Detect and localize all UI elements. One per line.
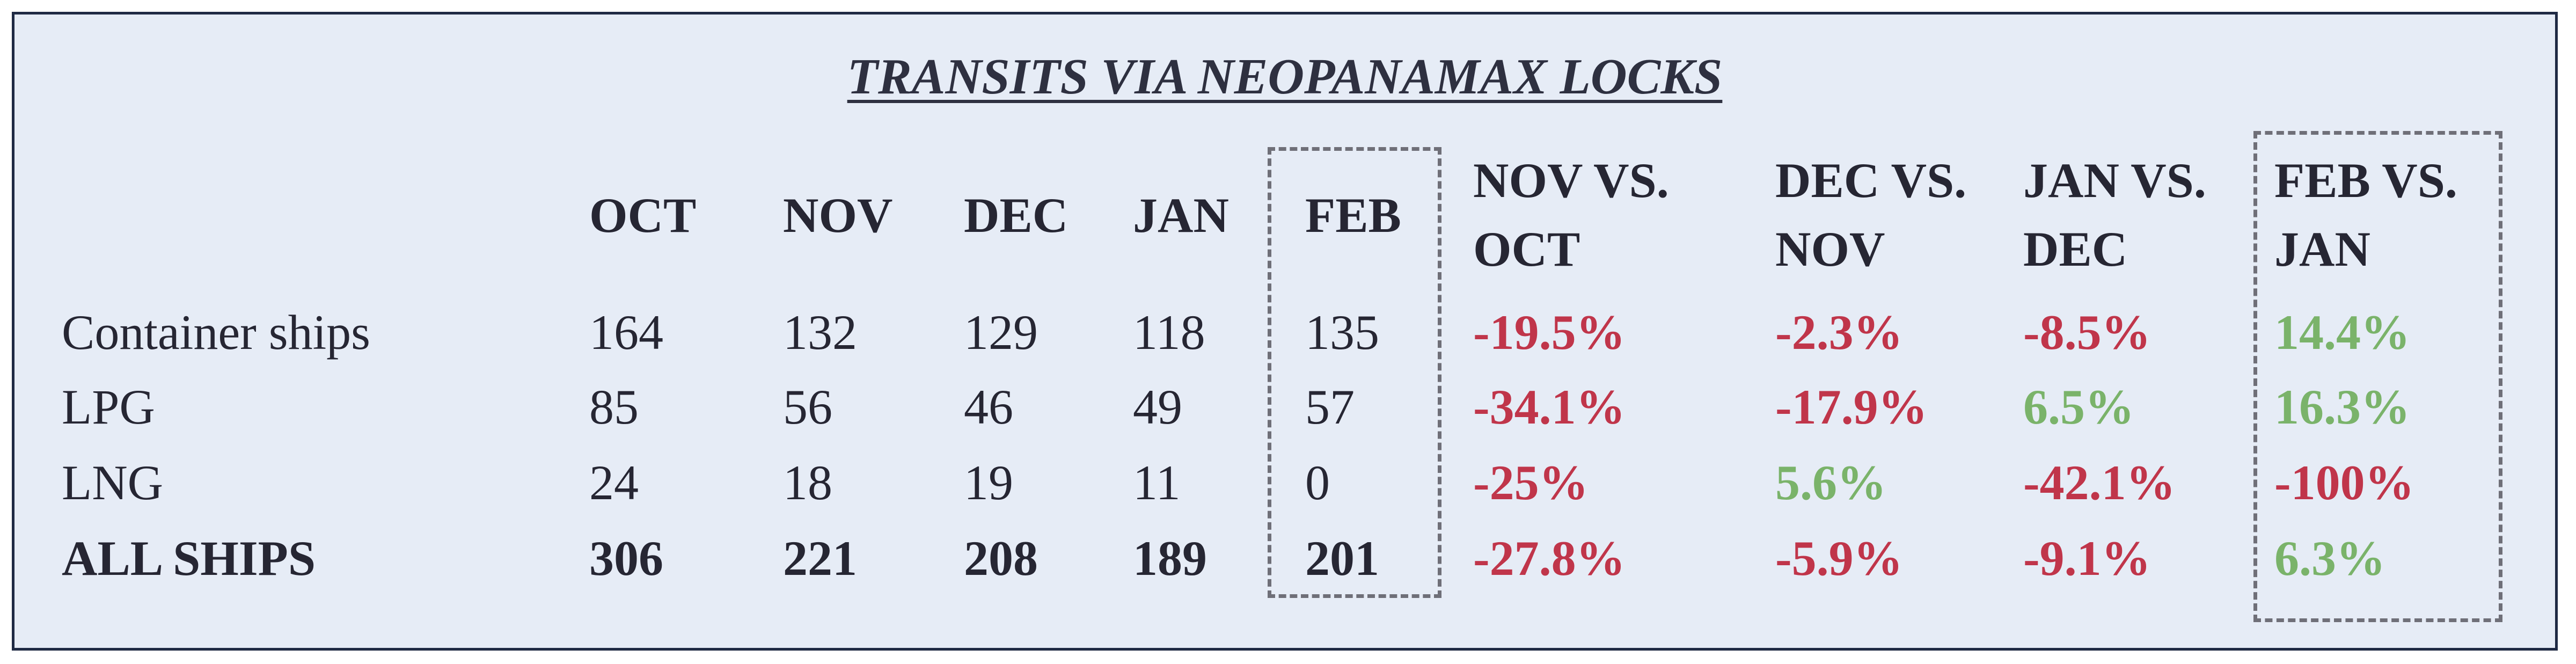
- change-cell: 5.6%: [1775, 455, 1886, 510]
- change-cell: 14.4%: [2274, 305, 2410, 360]
- column-header: DEC VS. NOV: [1775, 153, 1967, 276]
- change-cell: -25%: [1473, 455, 1589, 510]
- change-cell: -8.5%: [2023, 305, 2151, 360]
- change-cell: -27.8%: [1473, 531, 1626, 586]
- value-cell: 11: [1133, 455, 1181, 510]
- value-cell: 19: [964, 455, 1013, 510]
- panel: TRANSITS VIA NEOPANAMAX LOCKS OCT NOV DEC J…: [12, 12, 2558, 651]
- value-cell: 85: [589, 380, 639, 434]
- change-cell: -34.1%: [1473, 380, 1626, 434]
- value-cell: 57: [1305, 380, 1355, 434]
- value-cell: 118: [1133, 305, 1205, 360]
- value-cell: 49: [1133, 380, 1182, 434]
- value-cell: 0: [1305, 455, 1330, 510]
- column-header: FEB VS. JAN: [2274, 153, 2457, 276]
- value-cell: 306: [589, 531, 663, 586]
- value-cell: 24: [589, 455, 639, 510]
- value-cell: 135: [1305, 305, 1379, 360]
- value-cell: 201: [1305, 531, 1379, 586]
- change-cell: -19.5%: [1473, 305, 1626, 360]
- change-cell: -2.3%: [1775, 305, 1903, 360]
- column-header: NOV: [783, 188, 893, 243]
- value-cell: 132: [783, 305, 857, 360]
- change-cell: -5.9%: [1775, 531, 1903, 586]
- change-cell: -100%: [2274, 455, 2414, 510]
- change-cell: 6.5%: [2023, 380, 2134, 434]
- change-cell: 6.3%: [2274, 531, 2385, 586]
- row-label: LPG: [62, 380, 155, 434]
- column-header: JAN VS. DEC: [2023, 153, 2206, 276]
- value-cell: 56: [783, 380, 832, 434]
- change-cell: -9.1%: [2023, 531, 2151, 586]
- highlight-box: [2253, 131, 2502, 622]
- value-cell: 129: [964, 305, 1038, 360]
- column-header: FEB: [1305, 188, 1401, 243]
- row-label: Container ships: [62, 305, 370, 360]
- column-header: OCT: [589, 188, 697, 243]
- row-label: ALL SHIPS: [62, 531, 316, 586]
- title: TRANSITS VIA NEOPANAMAX LOCKS: [847, 49, 1723, 105]
- value-cell: 189: [1133, 531, 1207, 586]
- column-header: JAN: [1133, 188, 1229, 243]
- value-cell: 46: [964, 380, 1013, 434]
- change-cell: -42.1%: [2023, 455, 2176, 510]
- row-label: LNG: [62, 455, 164, 510]
- column-header: DEC: [964, 188, 1069, 243]
- change-cell: 16.3%: [2274, 380, 2410, 434]
- value-cell: 221: [783, 531, 857, 586]
- highlight-box: [1268, 147, 1441, 598]
- value-cell: 18: [783, 455, 832, 510]
- column-header: NOV VS. OCT: [1473, 153, 1669, 276]
- change-cell: -17.9%: [1775, 380, 1928, 434]
- value-cell: 164: [589, 305, 663, 360]
- value-cell: 208: [964, 531, 1038, 586]
